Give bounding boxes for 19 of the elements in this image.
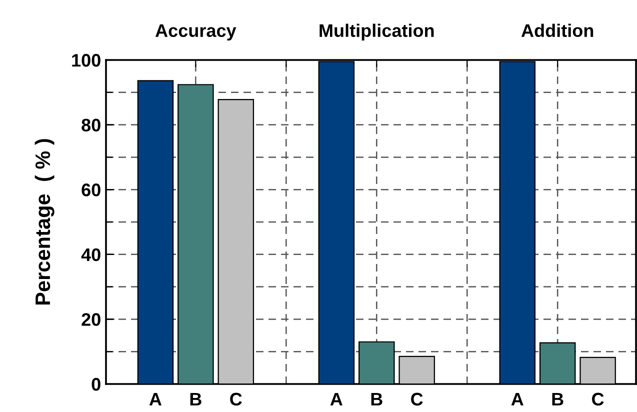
text: Addition [521,24,594,37]
x-tick-label: B [552,392,564,406]
x-tick-label: B [371,392,382,406]
y-axis-title: Percentage ( % ) [34,139,54,305]
y-tick-label: 100 [72,54,100,67]
text: Multiplication [320,24,434,41]
text: Accuracy [155,24,236,41]
x-tick-label: C [230,392,242,406]
y-tick-label: 80 [82,118,100,132]
x-tick-label: C [592,392,604,406]
x-tick-label: C [411,392,423,406]
y-tick-label: 0 [92,378,100,391]
y-tick-label: 60 [82,184,100,196]
x-tick-label: A [149,392,162,406]
y-tick-label: 20 [82,313,100,326]
y-tick-label: 40 [81,248,100,262]
x-tick-label: B [190,392,202,406]
x-tick-label: A [330,392,342,406]
x-tick-label: A [511,392,524,406]
